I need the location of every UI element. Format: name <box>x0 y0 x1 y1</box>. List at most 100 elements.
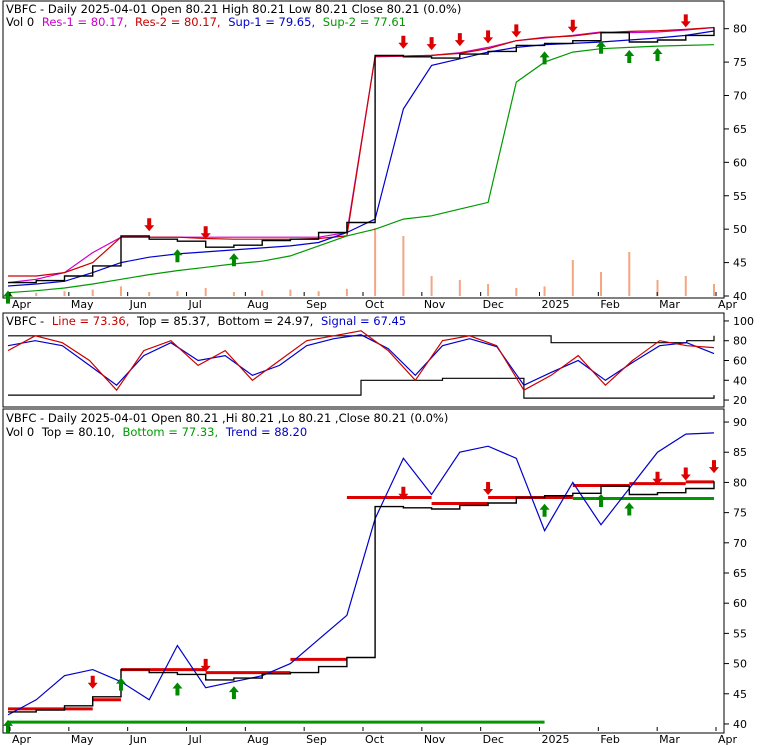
y-tick-label: 80 <box>733 335 747 348</box>
x-tick-label: Aug <box>247 733 268 745</box>
x-tick-label: Dec <box>483 298 504 311</box>
y-tick-label: 55 <box>733 190 747 203</box>
y-tick-label: 65 <box>733 567 747 580</box>
down-arrow <box>426 37 437 51</box>
volume-bar <box>35 292 38 296</box>
x-tick-label: Nov <box>424 298 446 311</box>
trend-legend-vol: Vol 0 <box>6 425 34 439</box>
down-arrow <box>567 19 578 33</box>
x-tick-label: Sep <box>306 733 327 745</box>
price-lines <box>7 26 715 294</box>
y-tick-label: 75 <box>733 56 747 69</box>
down-arrow <box>87 675 98 689</box>
y-tick-label: 65 <box>733 123 747 136</box>
trend-y-axis: 90 85 80 75 70 65 60 55 50 45 40 <box>724 416 747 731</box>
y-tick-label: 55 <box>733 627 747 640</box>
volume-bar <box>176 291 179 296</box>
volume-bar <box>204 288 207 296</box>
legend-res1: Res-1 = 80.17, <box>42 15 128 29</box>
legend-line: Line = 73.36, <box>52 314 130 328</box>
volume-bar <box>684 276 687 296</box>
x-tick-label: Feb <box>600 733 619 745</box>
series-sup-1-line <box>7 30 715 287</box>
y-tick-label: 100 <box>733 315 754 328</box>
price-legend: Vol 0 Res-1 = 80.17, Res-2 = 80.17, Sup-… <box>6 15 406 29</box>
trend-panel-frame <box>2 408 725 734</box>
price-header: VBFC - Daily 2025-04-01 Open 80.21 High … <box>6 2 461 16</box>
x-tick-label: Nov <box>424 733 446 745</box>
up-arrow <box>115 677 126 691</box>
x-tick-label: Mar <box>659 733 680 745</box>
volume-bar <box>232 292 235 296</box>
volume-bar <box>63 291 66 296</box>
x-tick-label: Jul <box>188 733 202 745</box>
x-tick-label: Oct <box>365 298 385 311</box>
legend-trend-top: Top = 80.10, <box>41 425 115 439</box>
x-tick-label: Apr <box>718 733 738 745</box>
down-arrow <box>398 35 409 49</box>
down-arrow <box>200 658 211 672</box>
up-arrow <box>596 40 607 54</box>
price-line <box>8 481 715 713</box>
x-tick-label: Jun <box>129 298 147 311</box>
trend-line <box>7 432 715 716</box>
volume-bar <box>402 236 405 296</box>
up-arrow <box>539 51 550 65</box>
down-arrow <box>200 226 211 240</box>
top-line <box>8 335 715 344</box>
x-tick-label: Apr <box>12 298 32 311</box>
x-tick-label: Dec <box>483 733 504 745</box>
down-arrow <box>709 460 719 474</box>
y-tick-label: 40 <box>733 718 747 731</box>
y-tick-label: 45 <box>733 257 747 270</box>
down-arrow <box>454 33 465 47</box>
volume-bar <box>656 280 659 296</box>
volume-bar <box>430 276 433 296</box>
volume-bar <box>148 292 151 296</box>
y-tick-label: 70 <box>733 90 747 103</box>
x-tick-label: Apr <box>12 733 32 745</box>
y-tick-label: 40 <box>733 374 747 387</box>
price-y-axis: 80 75 70 65 60 55 50 45 40 <box>724 23 747 303</box>
down-arrow <box>483 30 494 44</box>
volume-bars <box>7 228 715 296</box>
legend-bottom: Bottom = 24.97, <box>218 314 314 328</box>
y-tick-label: 60 <box>733 597 747 610</box>
price-x-axis: Apr May Jun Jul Aug Sep Oct Nov Dec 2025 Feb Mar Apr <box>9 292 738 311</box>
x-tick-label: Aug <box>247 298 268 311</box>
volume-bar <box>374 228 377 296</box>
up-arrow <box>172 682 183 696</box>
x-tick-label: 2025 <box>542 298 570 311</box>
volume-bar <box>345 288 348 296</box>
x-tick-label: Sep <box>306 298 327 311</box>
volume-bar <box>487 284 490 296</box>
x-tick-label: Apr <box>718 298 738 311</box>
volume-bar <box>261 290 264 296</box>
down-arrow <box>680 14 691 28</box>
down-arrow <box>144 218 155 232</box>
y-tick-label: 75 <box>733 507 747 520</box>
y-tick-label: 80 <box>733 23 747 36</box>
volume-bar <box>543 286 546 296</box>
up-arrow <box>3 719 13 733</box>
up-arrow <box>172 249 183 263</box>
volume-bar <box>317 291 320 296</box>
up-arrow <box>228 253 239 267</box>
legend-top: Top = 85.37, <box>136 314 210 328</box>
x-tick-label: May <box>71 733 94 745</box>
volume-bar <box>713 284 715 296</box>
y-tick-label: 70 <box>733 537 747 550</box>
y-tick-label: 45 <box>733 688 747 701</box>
volume-bar <box>458 280 461 296</box>
trend-arrows <box>3 460 719 733</box>
y-tick-label: 60 <box>733 156 747 169</box>
series-res-2-line <box>8 26 715 277</box>
trend-panel: 90 85 80 75 70 65 60 55 50 45 40 Apr May Jun Jul Aug Se… <box>2 408 747 745</box>
down-arrow <box>680 467 691 481</box>
up-arrow <box>228 686 239 700</box>
y-tick-label: 20 <box>733 394 747 407</box>
legend-sup1: Sup-1 = 79.65, <box>228 15 315 29</box>
signal-arrows <box>3 14 691 304</box>
y-tick-label: 40 <box>733 290 747 303</box>
